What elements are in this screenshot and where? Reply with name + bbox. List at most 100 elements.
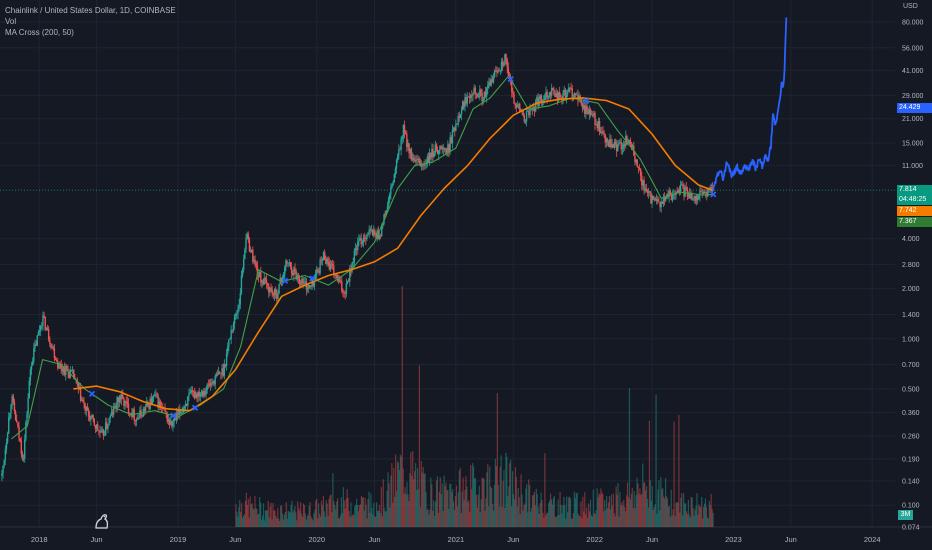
volume-bar	[679, 512, 681, 527]
volume-bar	[699, 505, 701, 527]
volume-bar	[572, 513, 574, 527]
projection-price-badge: 24.429	[897, 102, 932, 113]
candle-body	[450, 137, 453, 144]
candle-body	[197, 391, 199, 398]
volume-bar	[570, 518, 573, 527]
candle-body	[537, 97, 539, 107]
candle-body	[448, 144, 450, 152]
price-axis[interactable]: 80.000 56.000 41.000 29.000 21.000 15.000 11.0…	[902, 20, 924, 532]
volume-bar	[392, 502, 394, 527]
candle-body	[316, 269, 318, 275]
volume-bar	[488, 506, 490, 527]
candle-body	[573, 93, 576, 97]
candle-body	[390, 187, 392, 195]
candle-body	[432, 149, 434, 157]
volume-bar	[504, 507, 506, 527]
candle-body	[480, 89, 482, 93]
candle-body	[336, 274, 338, 279]
volume-bar	[358, 505, 361, 527]
volume-bar	[257, 514, 259, 527]
candle-body	[495, 70, 497, 72]
candle-body	[663, 197, 666, 201]
volume-bar	[644, 482, 646, 527]
volume-bar	[282, 519, 285, 527]
candle-body	[447, 144, 449, 153]
time-tick-label: 2019	[170, 535, 187, 544]
volume-bar	[489, 466, 491, 527]
volume-bar	[375, 516, 377, 527]
volume-bar	[592, 489, 594, 527]
candle-body	[536, 97, 538, 102]
candle-body	[85, 406, 88, 411]
candle-body	[185, 403, 188, 406]
candle-body	[611, 144, 613, 148]
volume-bar	[449, 483, 451, 527]
candle-body	[506, 59, 508, 68]
symbol-title[interactable]: Chainlink / United States Dollar, 1D, CO…	[5, 6, 176, 15]
volume-bar	[261, 515, 264, 527]
candle-body	[278, 284, 280, 294]
candle-body	[654, 199, 657, 201]
candle-body	[402, 125, 405, 137]
candle-body	[375, 232, 377, 239]
volume-bar	[370, 493, 372, 527]
candle-body	[582, 105, 585, 109]
volume-bar	[686, 513, 689, 527]
ma-cross-indicator-label[interactable]: MA Cross (200, 50)	[5, 28, 74, 37]
currency-label[interactable]: USD	[903, 3, 918, 10]
volume-bar	[342, 487, 344, 527]
volume-indicator-label[interactable]: Vol	[5, 17, 17, 26]
candle-body	[638, 167, 641, 169]
time-axis[interactable]: 2018 Jun 2019 Jun 2020 Jun 2021 Jun 2022 Jun 2023 J…	[31, 535, 881, 544]
candle-body	[416, 159, 418, 161]
volume-bar	[259, 497, 261, 527]
candle-body	[258, 271, 261, 277]
volume-bar	[649, 480, 651, 527]
candle-body	[112, 406, 115, 415]
volume-bar	[249, 496, 251, 527]
volume-bar	[487, 464, 489, 527]
tradingview-logo-icon[interactable]	[92, 511, 112, 531]
candle-body	[688, 193, 691, 199]
candle-body	[26, 413, 28, 423]
candle-body	[20, 440, 22, 454]
candle-body	[595, 124, 597, 126]
volume-bar	[704, 498, 707, 527]
chart-legend: Chainlink / United States Dollar, 1D, CO…	[5, 5, 176, 38]
candle-body	[70, 369, 73, 371]
candle-body	[13, 401, 16, 412]
candle-body	[184, 403, 187, 407]
volume-bar	[476, 507, 478, 527]
volume-bar	[683, 503, 686, 527]
volume-bar	[696, 493, 698, 527]
volume-bar	[671, 515, 673, 527]
volume-bar	[694, 509, 696, 527]
candle-body	[631, 145, 634, 148]
candle-body	[484, 91, 487, 97]
volume-bar	[463, 499, 465, 527]
candle-body	[436, 149, 439, 155]
volume-bar	[269, 506, 271, 527]
candle-body	[177, 409, 180, 415]
ma200-price-badge: 7.742	[897, 206, 932, 217]
candle-body	[646, 190, 649, 193]
price-tick-label: 15.000	[902, 141, 924, 148]
volume-bar	[435, 480, 438, 527]
candle-body	[411, 157, 414, 160]
candle-body	[334, 275, 336, 276]
candle-body	[104, 422, 107, 435]
volume-bar	[505, 452, 507, 527]
candle-body	[81, 399, 83, 401]
candle-body	[710, 187, 713, 189]
volume-bar	[336, 501, 338, 527]
candle-body	[286, 260, 288, 264]
candle-body	[280, 278, 283, 282]
candle-body	[414, 159, 416, 162]
candle-body	[608, 141, 610, 147]
volume-bar	[300, 513, 303, 527]
volume-bar	[639, 488, 641, 527]
candle-body	[303, 281, 305, 284]
volume-bar	[700, 507, 702, 527]
volume-bar	[546, 512, 548, 527]
